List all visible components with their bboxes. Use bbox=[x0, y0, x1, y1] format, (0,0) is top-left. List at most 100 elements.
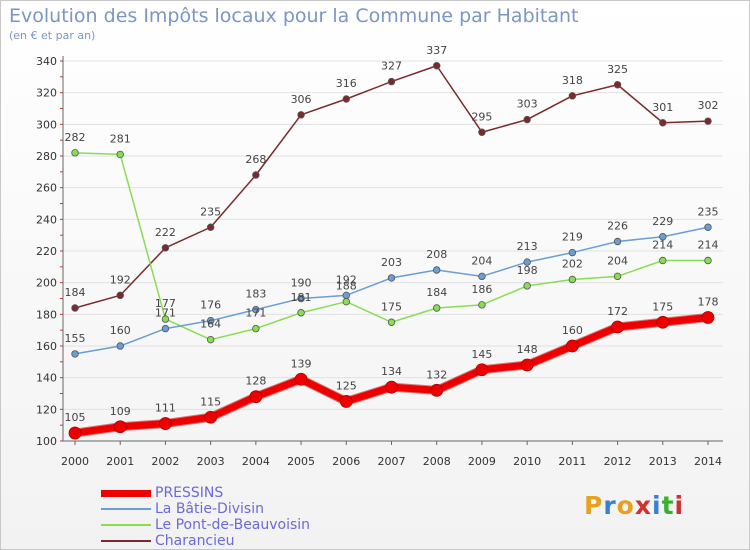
legend-swatch-pressins bbox=[101, 490, 151, 497]
data-point-la-batie-divisin bbox=[206, 316, 215, 325]
legend-swatch-le-pont-de-beauvoisin bbox=[101, 524, 151, 526]
data-point-la-batie-divisin bbox=[297, 294, 305, 303]
data-label-charancieu: 302 bbox=[698, 99, 719, 112]
y-tick-label: 260 bbox=[36, 182, 57, 195]
y-tick-label: 220 bbox=[36, 245, 57, 258]
data-label-le-pont-de-beauvoisin: 202 bbox=[562, 258, 583, 271]
x-tick-label: 2006 bbox=[332, 455, 360, 468]
data-label-pressins: 125 bbox=[336, 379, 357, 392]
series-lines bbox=[68, 62, 715, 440]
data-label-le-pont-de-beauvoisin: 175 bbox=[381, 300, 402, 313]
data-label-le-pont-de-beauvoisin: 181 bbox=[291, 291, 312, 304]
proxiti-logo: Proxiti bbox=[584, 491, 684, 520]
x-tick-label: 2008 bbox=[423, 455, 451, 468]
logo-letter: P bbox=[584, 491, 604, 520]
data-point-pressins bbox=[611, 320, 624, 334]
data-label-pressins: 145 bbox=[471, 348, 492, 361]
logo-letter: i bbox=[652, 491, 662, 520]
data-point-la-batie-divisin bbox=[252, 305, 260, 314]
data-point-la-batie-divisin bbox=[704, 223, 712, 231]
data-label-la-batie-divisin: 219 bbox=[562, 231, 583, 244]
x-tick-label: 2011 bbox=[558, 455, 586, 468]
data-label-le-pont-de-beauvoisin: 282 bbox=[65, 131, 86, 144]
data-point-charancieu bbox=[206, 223, 215, 231]
data-point-le-pont-de-beauvoisin bbox=[478, 301, 486, 309]
y-tick-label: 240 bbox=[36, 213, 57, 226]
y-tick-label: 140 bbox=[36, 372, 57, 385]
data-point-le-pont-de-beauvoisin bbox=[116, 150, 124, 159]
data-point-pressins bbox=[249, 390, 263, 404]
x-tick-label: 2001 bbox=[106, 455, 134, 468]
data-label-pressins: 105 bbox=[65, 411, 86, 424]
data-label-le-pont-de-beauvoisin: 204 bbox=[607, 254, 628, 267]
data-point-le-pont-de-beauvoisin bbox=[523, 282, 531, 290]
legend-swatch-charancieu bbox=[101, 540, 151, 542]
data-point-pressins bbox=[565, 339, 579, 353]
data-labels: 184 192 222 235 268 306 316 327 337 295 303 318 325 3… bbox=[65, 44, 719, 424]
data-label-pressins: 178 bbox=[698, 296, 719, 309]
data-point-la-batie-divisin bbox=[387, 274, 396, 282]
data-point-pressins bbox=[339, 395, 353, 408]
data-point-charancieu bbox=[71, 304, 79, 312]
data-point-la-batie-divisin bbox=[71, 350, 79, 358]
data-point-la-batie-divisin bbox=[568, 248, 577, 257]
data-point-charancieu bbox=[523, 115, 531, 124]
data-label-la-batie-divisin: 204 bbox=[471, 254, 492, 267]
x-tick-label: 2009 bbox=[468, 455, 496, 468]
data-label-pressins: 109 bbox=[110, 405, 131, 418]
x-tick-label: 2007 bbox=[378, 455, 406, 468]
data-label-pressins: 148 bbox=[517, 343, 538, 356]
data-point-charancieu bbox=[342, 95, 350, 103]
data-label-pressins: 128 bbox=[245, 375, 266, 388]
data-label-pressins: 115 bbox=[200, 395, 221, 408]
data-label-charancieu: 316 bbox=[336, 77, 357, 90]
x-tick-label: 2002 bbox=[151, 455, 179, 468]
data-label-la-batie-divisin: 203 bbox=[381, 256, 402, 269]
legend-swatch-la-batie-divisin bbox=[101, 508, 151, 510]
data-point-pressins bbox=[385, 380, 398, 394]
legend-label-pressins: PRESSINS bbox=[155, 485, 224, 501]
data-label-le-pont-de-beauvoisin: 214 bbox=[652, 239, 673, 252]
data-label-la-batie-divisin: 226 bbox=[607, 220, 628, 233]
data-point-la-batie-divisin bbox=[161, 324, 170, 333]
data-point-charancieu bbox=[161, 244, 170, 252]
data-point-la-batie-divisin bbox=[478, 272, 486, 281]
data-point-charancieu bbox=[252, 171, 260, 179]
data-label-charancieu: 306 bbox=[291, 93, 312, 106]
y-tick-label: 340 bbox=[36, 55, 57, 68]
data-label-pressins: 160 bbox=[562, 324, 583, 337]
data-point-pressins bbox=[113, 420, 127, 434]
data-point-charancieu bbox=[704, 117, 712, 125]
y-tick-label: 300 bbox=[36, 118, 57, 131]
data-point-le-pont-de-beauvoisin bbox=[659, 256, 667, 265]
data-point-pressins bbox=[701, 311, 715, 324]
x-tick-label: 2000 bbox=[61, 455, 89, 468]
data-point-charancieu bbox=[613, 81, 622, 89]
data-point-pressins bbox=[159, 417, 172, 430]
data-label-le-pont-de-beauvoisin: 214 bbox=[698, 239, 719, 252]
data-label-charancieu: 222 bbox=[155, 226, 176, 239]
data-label-charancieu: 295 bbox=[471, 110, 492, 123]
data-label-la-batie-divisin: 192 bbox=[336, 273, 357, 286]
x-tick-label: 2014 bbox=[694, 455, 722, 468]
data-point-le-pont-de-beauvoisin bbox=[297, 309, 305, 317]
data-point-charancieu bbox=[116, 291, 124, 300]
data-point-pressins bbox=[294, 372, 308, 386]
x-tick-label: 2004 bbox=[242, 455, 270, 468]
data-point-la-batie-divisin bbox=[116, 342, 124, 350]
data-label-pressins: 172 bbox=[607, 305, 628, 318]
data-point-la-batie-divisin bbox=[433, 266, 441, 274]
series-line-charancieu bbox=[74, 65, 709, 309]
y-tick-label: 100 bbox=[36, 435, 57, 448]
data-label-pressins: 134 bbox=[381, 365, 402, 378]
data-label-charancieu: 184 bbox=[65, 286, 86, 299]
data-label-la-batie-divisin: 155 bbox=[65, 332, 86, 345]
data-label-pressins: 132 bbox=[426, 368, 447, 381]
y-tick-label: 280 bbox=[36, 150, 57, 163]
data-point-pressins bbox=[68, 426, 82, 440]
data-point-pressins bbox=[475, 363, 489, 377]
y-tick-label: 180 bbox=[36, 308, 57, 321]
logo-letter: x bbox=[634, 491, 652, 520]
chart-subtitle: (en € et par an) bbox=[9, 29, 96, 42]
